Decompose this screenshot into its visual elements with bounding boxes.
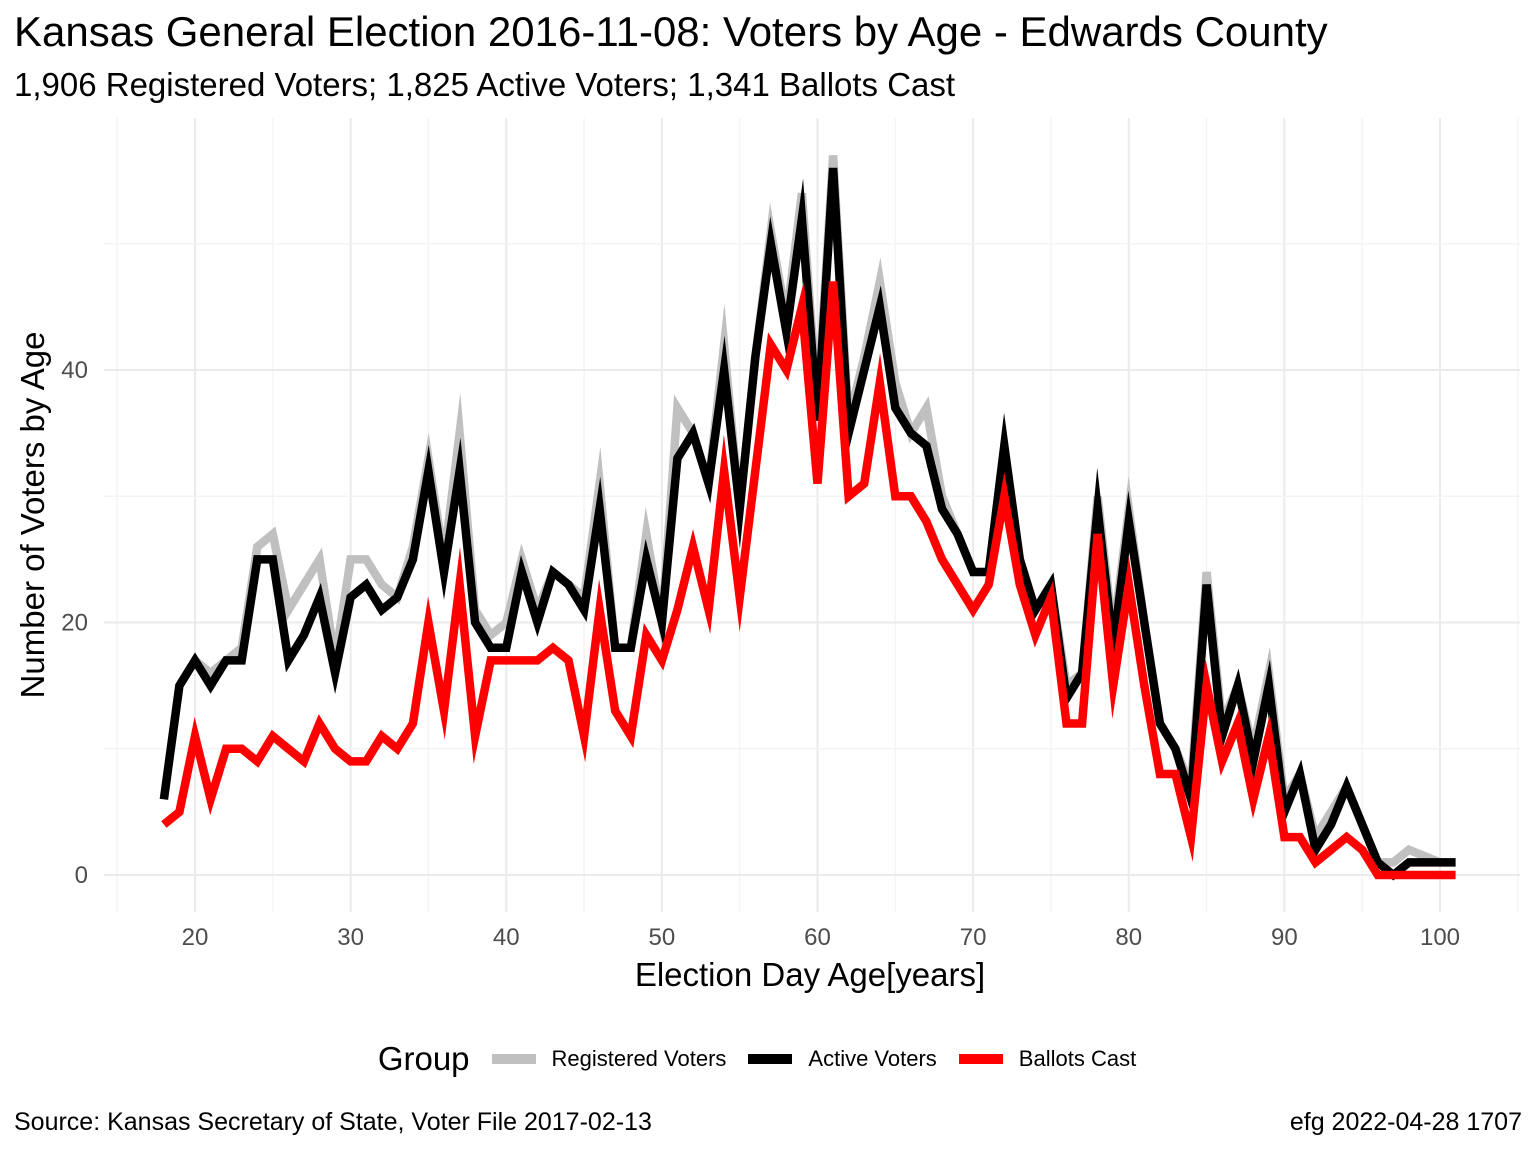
x-tick-label: 30 — [337, 924, 364, 951]
legend-key-ballots — [958, 1054, 1003, 1064]
y-tick-label: 20 — [61, 610, 88, 637]
x-tick-label: 90 — [1271, 924, 1298, 951]
legend-item-active: Active Voters — [748, 1046, 937, 1072]
y-tick-label: 0 — [75, 862, 88, 889]
legend-item-ballots: Ballots Cast — [958, 1046, 1137, 1072]
x-tick-label: 70 — [960, 924, 987, 951]
x-tick-label: 80 — [1115, 924, 1142, 951]
legend-title: Group — [377, 1040, 470, 1077]
x-axis-title: Election Day Age[years] — [635, 956, 985, 993]
grid-lines — [104, 118, 1520, 912]
x-tick-label: 60 — [804, 924, 831, 951]
series-lines — [159, 155, 1456, 881]
chart-title: Kansas General Election 2016-11-08: Vote… — [14, 8, 1328, 55]
legend-key-registered — [491, 1054, 536, 1064]
legend: Group Registered Voters Active Voters Ba… — [0, 1040, 1536, 1078]
x-tick-label: 100 — [1420, 924, 1460, 951]
x-tick-label: 50 — [649, 924, 676, 951]
series-line-ballots-cast — [161, 281, 1456, 880]
y-tick-labels: 0 20 40 — [61, 357, 88, 889]
credit-caption: efg 2022-04-28 1707 — [1289, 1108, 1522, 1136]
x-tick-labels: 20 30 40 50 60 70 80 90 100 — [182, 924, 1460, 951]
series-line-active-voters — [159, 167, 1456, 881]
y-axis-title: Number of Voters by Age — [14, 332, 51, 699]
legend-item-registered: Registered Voters — [491, 1046, 727, 1072]
legend-label-ballots: Ballots Cast — [1018, 1046, 1137, 1071]
legend-key-active — [748, 1054, 793, 1064]
legend-label-active: Active Voters — [808, 1046, 937, 1071]
x-tick-label: 40 — [493, 924, 520, 951]
x-tick-label: 20 — [182, 924, 209, 951]
y-tick-label: 40 — [61, 357, 88, 384]
legend-label-registered: Registered Voters — [551, 1046, 727, 1071]
chart-subtitle: 1,906 Registered Voters; 1,825 Active Vo… — [14, 66, 956, 103]
source-caption: Source: Kansas Secretary of State, Voter… — [14, 1108, 652, 1136]
